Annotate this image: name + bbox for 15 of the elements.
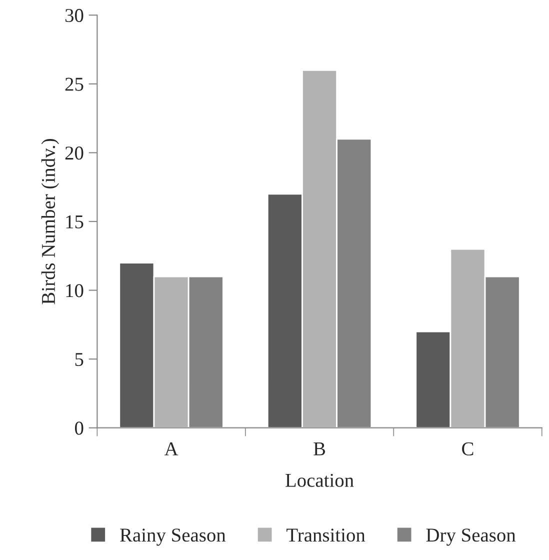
legend-label: Transition	[286, 528, 366, 542]
x-tick-label: A	[164, 442, 178, 456]
y-tick-label: 0	[75, 422, 84, 435]
y-tick-label: 25	[65, 78, 84, 91]
y-tick-label: 20	[65, 146, 84, 160]
y-tick-label: 10	[66, 284, 84, 298]
x-tick-label: C	[462, 442, 474, 456]
y-axis-title: Birds Number (indv.)	[41, 138, 59, 304]
legend-label: Dry Season	[426, 528, 516, 546]
y-tick-label: 5	[75, 353, 84, 366]
x-tick-label: B	[314, 442, 326, 456]
x-axis-title: Location	[286, 474, 354, 487]
y-tick-label: 15	[66, 215, 84, 228]
y-tick-label: 30	[65, 8, 84, 22]
legend-label: Rainy Season	[120, 528, 226, 546]
